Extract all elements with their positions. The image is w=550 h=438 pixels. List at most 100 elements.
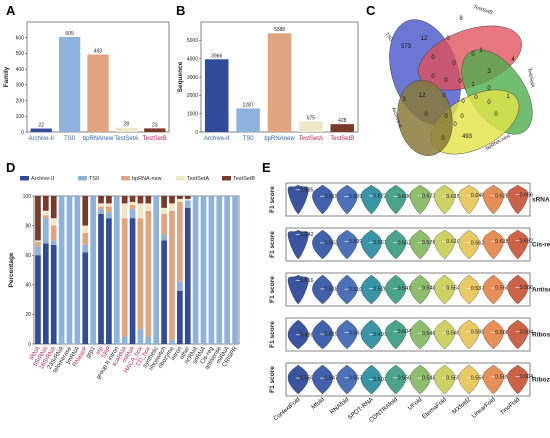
chart-d-bar-segment — [42, 196, 49, 211]
chart-d-category-label: SRP — [101, 346, 113, 360]
venn-region-number: 8 — [459, 16, 463, 22]
chart-e-value-label: 0.548 — [422, 286, 436, 292]
chart-e-method-label: TinoFold — [500, 397, 522, 416]
chart-e-violin — [361, 274, 382, 305]
venn-region-number: 0 — [487, 100, 491, 106]
venn-set-label-testsetb: TestSetB — [472, 4, 494, 16]
chart-e-violin — [409, 274, 431, 305]
chart-e-violin — [287, 229, 309, 260]
chartB-bar-value: 5388 — [274, 27, 285, 33]
chart-e-violins: F1 score sRNA 0.835 0.615 0.609 0.622 0.606 0.6… — [269, 182, 550, 424]
chartA-bar — [115, 127, 138, 132]
chart-e-violin — [458, 319, 480, 350]
chart-e-value-label: 0.632 — [519, 238, 533, 244]
chart-d-bar-segment — [42, 215, 49, 219]
chart-d-bar-segment — [42, 218, 49, 244]
chart-d-bar-segment — [169, 203, 175, 211]
chart-e-violin — [458, 229, 480, 260]
chart-e-value-label: 0.816 — [300, 278, 314, 284]
chartA-bar-value: 22 — [38, 123, 44, 129]
chart-e-value-label: 0.835 — [300, 187, 314, 193]
chart-e-violin — [312, 364, 333, 395]
chartB-ytick-label: 1000 — [187, 111, 198, 117]
venn-region-number: 0 — [431, 74, 435, 80]
chart-e-violin — [312, 229, 333, 260]
chartA-bar-value: 493 — [94, 49, 103, 55]
chart-e-value-label: 0.558 — [397, 375, 411, 381]
chart-b-sequence-bars: 0 1000 2000 3000 4000 5000 Sequence 3966 Archive… — [177, 21, 359, 142]
chart-e-value-label: 0.550 — [300, 376, 314, 382]
chart-d-bar-segment — [153, 196, 160, 344]
venn-region-number: 12 — [421, 36, 428, 42]
chart-e-violin — [434, 229, 455, 260]
chart-d-bar-segment — [50, 218, 57, 226]
chart-d-bar-segment — [74, 196, 81, 344]
chartB-category-label: TestSetA — [299, 136, 323, 142]
chart-e-value-label: 0.537 — [471, 286, 485, 292]
chartB-bar-value: 1287 — [243, 102, 254, 108]
chartB-bar — [236, 108, 260, 132]
chartA-ytick-label: 300 — [16, 83, 25, 89]
chart-e-violin — [507, 184, 529, 215]
chart-e-value-label: 0.489 — [300, 332, 314, 338]
chart-d-bar-segment — [58, 196, 65, 344]
panel-letter-c: C — [366, 3, 376, 18]
venn-region-number: 4 — [511, 57, 515, 63]
chart-d-bar-segment — [184, 198, 191, 201]
venn-region-number: 1 — [471, 82, 475, 88]
chart-e-violin — [312, 319, 333, 350]
chartB-bar — [299, 121, 323, 132]
chart-d-ytick-label: 80 — [25, 223, 31, 229]
chart-d-bar-segment — [98, 206, 104, 210]
chart-e-row-label: Antisense — [532, 287, 550, 294]
venn-region-number: 0 — [444, 114, 448, 120]
chart-d-ytick-label: 20 — [25, 312, 31, 318]
chartB-category-label: TS0 — [243, 136, 255, 142]
chart-e-value-label: 0.556 — [471, 375, 485, 381]
chart-e-violin — [385, 364, 407, 395]
venn-region-number: 0 — [474, 95, 478, 101]
chart-e-row-label: Cis-reg — [532, 242, 550, 249]
chart-e-method-label: Mfold — [311, 397, 326, 411]
chart-d-ytick-label: 100 — [23, 194, 32, 200]
chart-e-value-label: 0.510 — [349, 287, 363, 293]
chart-d-bar-segment — [177, 281, 183, 291]
venn-region-number: 0 — [444, 78, 448, 84]
chart-d-bar-segment — [82, 244, 89, 253]
chart-e-violin — [385, 274, 407, 305]
venn-region-number: 0 — [460, 114, 464, 120]
chart-e-value-label: 0.567 — [373, 240, 387, 246]
chart-d-ytick-label: 0 — [28, 342, 31, 348]
chart-d-bar-segment — [98, 213, 104, 344]
chartB-bar — [330, 124, 355, 132]
chart-d-legend-label: bpRNA-new — [132, 176, 162, 182]
chart-d-bar-segment — [42, 243, 49, 344]
chartB-bar — [267, 33, 292, 132]
chart-e-value-label: 0.604 — [519, 374, 533, 380]
chart-e-violin — [385, 229, 407, 260]
chart-e-value-label: 0.606 — [397, 194, 411, 200]
chart-e-value-label: 0.554 — [446, 286, 460, 292]
chartB-ytick-label: 2000 — [187, 93, 198, 99]
chart-e-value-label: 0.599 — [349, 239, 363, 245]
chartA-category-label: TestSetA — [114, 136, 138, 142]
chart-e-method-label: ContextFold — [273, 397, 302, 422]
chart-e-violin — [458, 274, 480, 305]
chart-e-value-label: 0.553 — [324, 241, 338, 247]
venn-region-number: 0 — [424, 112, 428, 118]
chart-e-value-label: 0.550 — [495, 286, 509, 292]
chart-e-row-label: sRNA — [532, 197, 550, 204]
chart-d-frame — [33, 195, 240, 345]
chartB-ytick-label: 5000 — [187, 38, 198, 44]
chart-e-value-label: 0.547 — [324, 376, 338, 382]
chart-e-violin — [336, 229, 358, 260]
chart-d-bar-segment — [35, 255, 41, 344]
chart-e-value-label: 0.589 — [495, 375, 509, 381]
chart-e-value-label: 0.646 — [471, 193, 485, 199]
chart-d-bar-segment — [35, 240, 41, 242]
venn-region-number: 0 — [446, 36, 450, 42]
chart-e-value-label: 0.557 — [349, 375, 363, 381]
chart-d-bar-segment — [50, 244, 57, 344]
venn-region-number: 493 — [462, 134, 473, 140]
